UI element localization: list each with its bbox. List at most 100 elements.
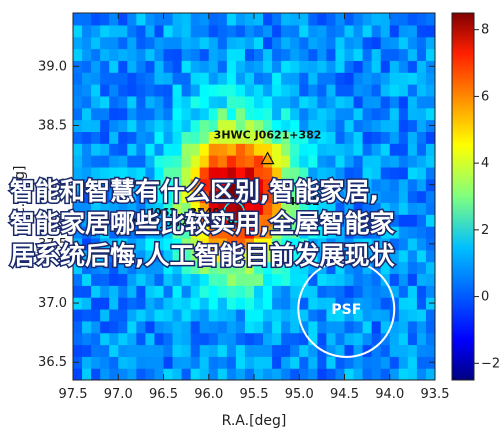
heat-cell: [353, 72, 364, 85]
colorbar-tick-label: 0: [481, 290, 489, 305]
heat-cell: [425, 166, 435, 180]
x-tick-label: 94.5: [330, 387, 359, 402]
heat-cell: [380, 368, 391, 380]
heat-cell: [136, 308, 146, 322]
heat-cell: [290, 308, 300, 322]
heat-cell: [272, 344, 282, 357]
heat-cell: [272, 48, 282, 61]
heat-cell: [326, 178, 337, 192]
heat-cell: [118, 72, 128, 85]
heat-cell: [335, 190, 346, 204]
heat-cell: [362, 332, 373, 346]
heat-cell: [389, 332, 400, 346]
heat-cell: [263, 155, 273, 168]
heat-cell: [308, 48, 318, 61]
heat-cell: [100, 190, 110, 204]
heat-cell: [299, 107, 309, 121]
heat-cell: [163, 60, 174, 73]
heat-cell: [335, 332, 346, 346]
heat-cell: [82, 285, 92, 298]
heat-cell: [235, 72, 246, 85]
heat-cell: [145, 297, 156, 310]
heat-cell: [254, 273, 264, 286]
heat-cell: [235, 155, 246, 168]
heat-cell: [208, 320, 219, 334]
heat-cell: [317, 308, 327, 322]
heat-cell: [398, 24, 409, 38]
heat-cell: [398, 84, 409, 97]
heat-cell: [217, 60, 228, 73]
heat-cell: [308, 155, 318, 168]
heat-cell: [136, 72, 146, 85]
heat-cell: [100, 143, 110, 156]
heat-cell: [416, 166, 427, 180]
heat-cell: [371, 95, 382, 109]
heat-cell: [91, 60, 101, 73]
heat-cell: [290, 36, 300, 50]
heat-cell: [389, 249, 400, 263]
heat-cell: [416, 273, 427, 286]
heat-cell: [353, 202, 364, 215]
heat-cell: [82, 95, 92, 109]
heat-cell: [91, 143, 101, 156]
heat-cell: [362, 308, 373, 322]
heat-cell: [244, 202, 255, 215]
heat-cell: [181, 320, 192, 334]
heat-cell: [299, 214, 309, 227]
x-tick-label: 95.0: [285, 387, 314, 402]
heat-cell: [190, 13, 201, 26]
heat-cell: [308, 261, 318, 275]
heat-cell: [145, 249, 156, 263]
heat-cell: [254, 24, 264, 38]
heat-cell: [308, 332, 318, 346]
heat-cell: [226, 368, 237, 380]
heat-cell: [308, 202, 318, 215]
heat-cell: [281, 24, 291, 38]
heat-cell: [226, 72, 237, 85]
heat-cell: [435, 214, 445, 226]
heat-cell: [272, 273, 282, 286]
heat-cell: [371, 24, 382, 38]
heat-cell: [362, 72, 373, 85]
heat-cell: [154, 297, 165, 310]
heat-cell: [290, 214, 300, 227]
heat-cell: [199, 308, 210, 322]
heat-cell: [127, 166, 137, 180]
heat-cell: [100, 166, 110, 180]
heat-cell: [145, 178, 156, 192]
heat-cell: [190, 368, 201, 380]
heat-cell: [416, 143, 427, 156]
heat-cell: [118, 84, 128, 97]
heat-cell: [299, 24, 309, 38]
heat-cell: [217, 368, 228, 380]
heat-cell: [398, 13, 409, 14]
heat-cell: [407, 202, 418, 215]
heat-cell: [371, 13, 382, 14]
heat-cell: [190, 143, 201, 156]
heat-cell: [416, 320, 427, 334]
heat-cell: [281, 178, 291, 192]
heat-cell: [217, 13, 228, 26]
heat-cell: [109, 13, 119, 26]
heat-cell: [154, 190, 165, 204]
heat-cell: [118, 155, 128, 168]
heat-cell: [407, 131, 418, 144]
heat-cell: [181, 107, 192, 121]
heat-cell: [208, 95, 219, 109]
heat-cell: [109, 344, 119, 357]
heat-cell: [254, 143, 264, 156]
heat-cell: [263, 24, 273, 38]
heat-cell: [380, 261, 391, 275]
heat-cell: [127, 273, 137, 286]
heat-cell: [344, 13, 355, 26]
heat-cell: [407, 285, 418, 298]
heat-cell: [163, 261, 174, 275]
heat-cell: [154, 143, 165, 156]
heat-cell: [127, 320, 137, 334]
heat-cell: [154, 95, 165, 109]
heat-cell: [425, 332, 435, 346]
heat-cell: [326, 202, 337, 215]
heat-cell: [435, 273, 445, 285]
heat-cell: [235, 143, 246, 156]
heat-cell: [326, 237, 337, 251]
